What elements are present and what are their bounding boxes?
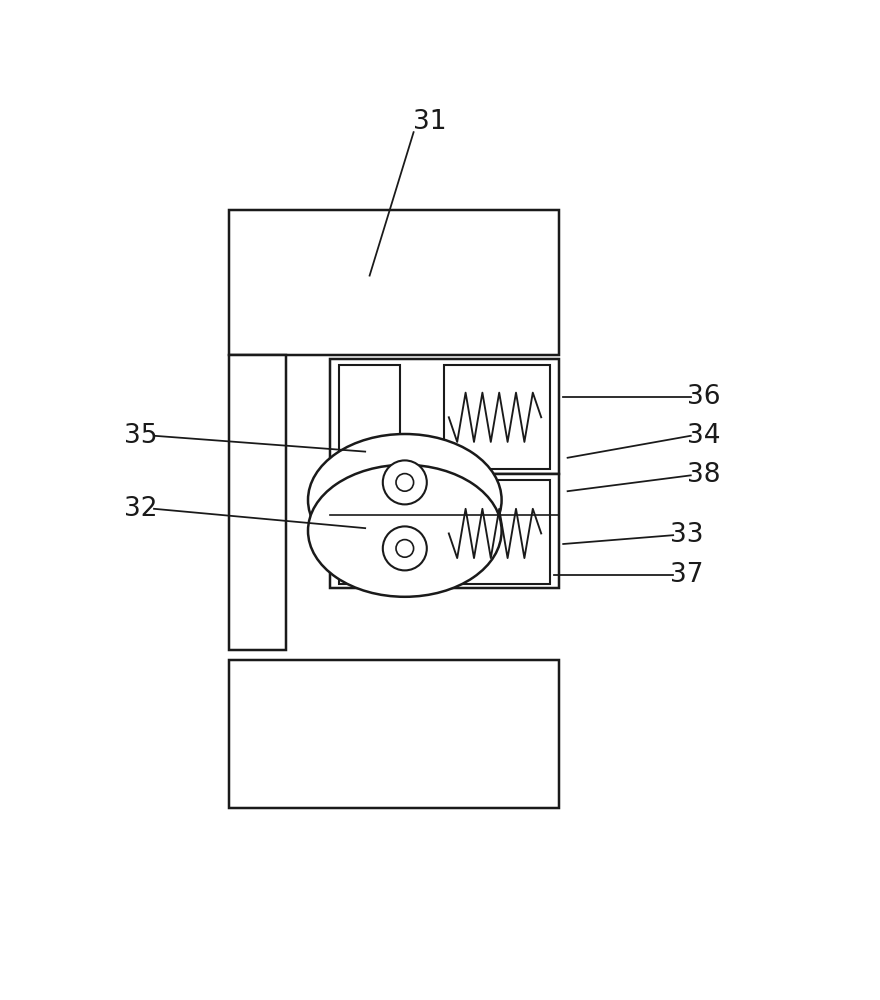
- Bar: [330, 359, 559, 474]
- Text: 35: 35: [124, 423, 158, 449]
- Bar: [330, 474, 559, 588]
- Bar: [339, 480, 400, 584]
- Circle shape: [383, 460, 427, 504]
- Circle shape: [396, 474, 414, 491]
- Text: 32: 32: [124, 496, 158, 522]
- Ellipse shape: [308, 434, 502, 566]
- Text: 37: 37: [670, 562, 703, 588]
- Text: 36: 36: [687, 384, 721, 410]
- Bar: [444, 480, 550, 584]
- Circle shape: [383, 526, 427, 570]
- Bar: [339, 365, 400, 469]
- Bar: [229, 355, 286, 650]
- Text: 34: 34: [687, 423, 721, 449]
- Bar: [229, 210, 559, 355]
- Text: 33: 33: [670, 522, 703, 548]
- Bar: [444, 365, 550, 469]
- Bar: [229, 660, 559, 808]
- Text: 38: 38: [687, 462, 721, 488]
- Ellipse shape: [308, 465, 502, 597]
- Circle shape: [396, 540, 414, 557]
- Text: 31: 31: [413, 109, 446, 135]
